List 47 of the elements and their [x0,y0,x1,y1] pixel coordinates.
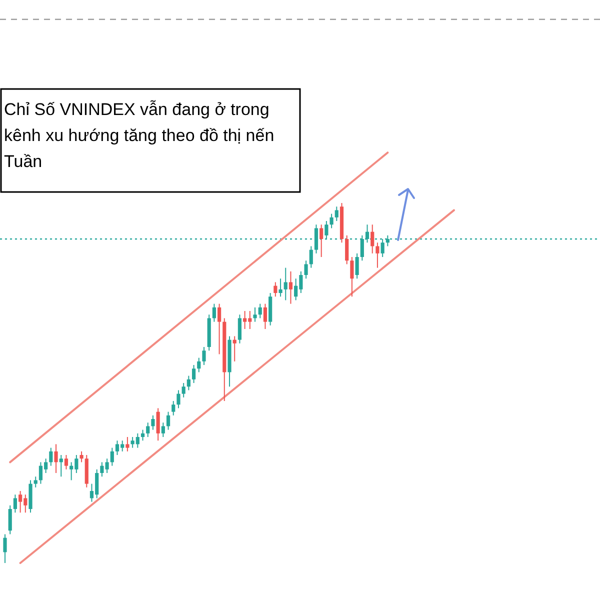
candlestick [126,436,130,452]
candlestick [274,282,278,298]
candlestick [345,234,349,265]
candlestick [176,390,180,409]
candlestick [288,270,293,304]
candlestick [217,303,222,355]
candlestick [258,303,262,319]
candlestick [320,224,324,258]
candlestick [161,422,165,438]
candlestick [355,252,359,280]
candlestick [186,375,190,391]
candlestick [304,260,308,280]
candlestick [182,382,186,398]
candlestick [330,213,334,229]
candlestick [376,242,380,268]
candlestick [166,411,170,430]
candlestick [202,346,206,366]
candlestick [59,454,63,478]
candlestick [13,494,18,514]
candlestick [192,364,196,384]
candlestick [3,534,7,564]
candlestick [238,314,242,344]
candlestick [110,447,114,466]
candlestick [212,303,216,322]
candlestick [146,422,150,438]
candlestick [156,408,160,442]
candlestick [284,267,288,301]
candlestick [350,256,354,298]
candlestick [253,306,257,322]
candlestick [197,357,201,373]
candlestick [34,476,38,488]
candlestick [314,224,318,254]
candlestick [309,246,313,268]
candlestick [140,429,145,442]
candlestick [8,504,12,535]
candlestick [151,414,155,430]
candlestick [80,450,84,463]
candlestick [172,400,176,416]
text: Chỉ Số VNINDEX vẫn đang ở trong kênh xu hướng tăng theo đồ thị nến Tuần [4,100,274,171]
candlestick [49,447,53,466]
candlestick [64,454,68,470]
candlestick [263,303,268,330]
candlestick [54,444,58,474]
candlestick [232,336,236,362]
candlestick [278,278,282,298]
candlestick [334,206,338,222]
candlestick [370,224,374,254]
